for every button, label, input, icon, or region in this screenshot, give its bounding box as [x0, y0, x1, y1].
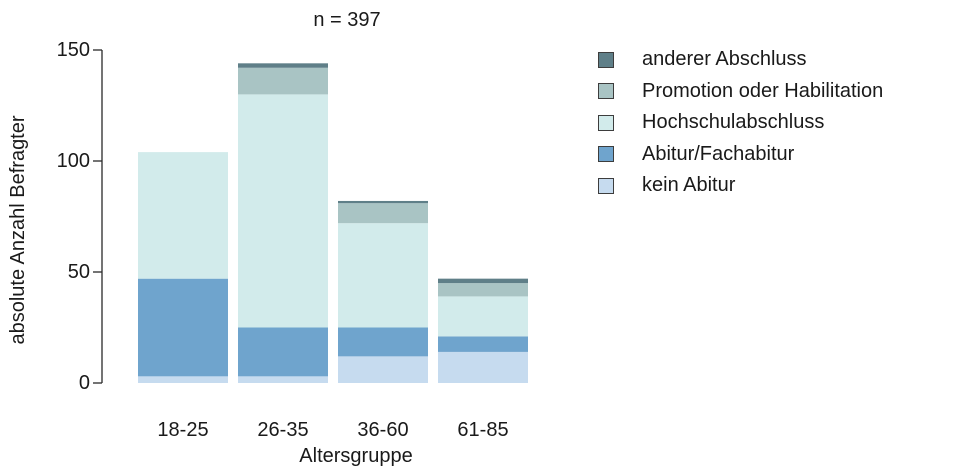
- y-tick-label: 0: [79, 372, 90, 394]
- x-tick-label: 36-60: [357, 419, 408, 441]
- y-tick-label: 150: [57, 39, 90, 61]
- y-tick-label: 50: [68, 261, 90, 283]
- bar-segment: [338, 200, 428, 204]
- bar-segment: [438, 283, 528, 297]
- bar-stacks: [138, 63, 528, 383]
- legend: anderer Abschluss Promotion oder Habilita…: [598, 44, 883, 202]
- legend-item: kein Abitur: [598, 170, 883, 202]
- legend-swatch: [598, 114, 614, 131]
- y-axis-label: absolute Anzahl Befragter: [7, 115, 29, 344]
- legend-label: kein Abitur: [642, 174, 736, 197]
- legend-item: Hochschulabschluss: [598, 107, 883, 139]
- bar-segment: [238, 376, 328, 383]
- x-tick-label: 18-25: [157, 419, 208, 441]
- bar-segment: [238, 94, 328, 328]
- bar-segment: [238, 63, 328, 68]
- y-axis: 0 50 100 150: [57, 39, 103, 394]
- bar-segment: [238, 67, 328, 95]
- bar-segment: [138, 278, 228, 377]
- bar-segment: [338, 203, 428, 224]
- x-axis-tick-labels: 18-25 26-35 36-60 61-85: [157, 419, 508, 441]
- legend-label: Hochschulabschluss: [642, 111, 825, 134]
- bar-segment: [338, 223, 428, 328]
- bar-segment: [438, 351, 528, 383]
- chart-title: n = 397: [313, 9, 380, 31]
- bar-segment: [338, 327, 428, 357]
- legend-label: Promotion oder Habilitation: [642, 79, 884, 102]
- bar-segment: [438, 296, 528, 337]
- bar-segment: [238, 327, 328, 377]
- legend-item: Promotion oder Habilitation: [598, 76, 883, 108]
- legend-label: anderer Abschluss: [642, 48, 807, 71]
- legend-swatch: [598, 146, 614, 163]
- x-axis-label: Altersgruppe: [299, 445, 412, 467]
- legend-swatch: [598, 177, 614, 194]
- legend-item: Abitur/Fachabitur: [598, 139, 883, 171]
- legend-item: anderer Abschluss: [598, 44, 883, 76]
- legend-label: Abitur/Fachabitur: [642, 142, 795, 165]
- bar-segment: [438, 278, 528, 284]
- bar-segment: [438, 336, 528, 352]
- legend-swatch: [598, 51, 614, 68]
- bar-segment: [138, 376, 228, 383]
- bar-segment: [338, 356, 428, 383]
- x-tick-label: 26-35: [257, 419, 308, 441]
- x-tick-label: 61-85: [457, 419, 508, 441]
- y-tick-label: 100: [57, 150, 90, 172]
- bar-segment: [138, 152, 228, 279]
- legend-swatch: [598, 83, 614, 100]
